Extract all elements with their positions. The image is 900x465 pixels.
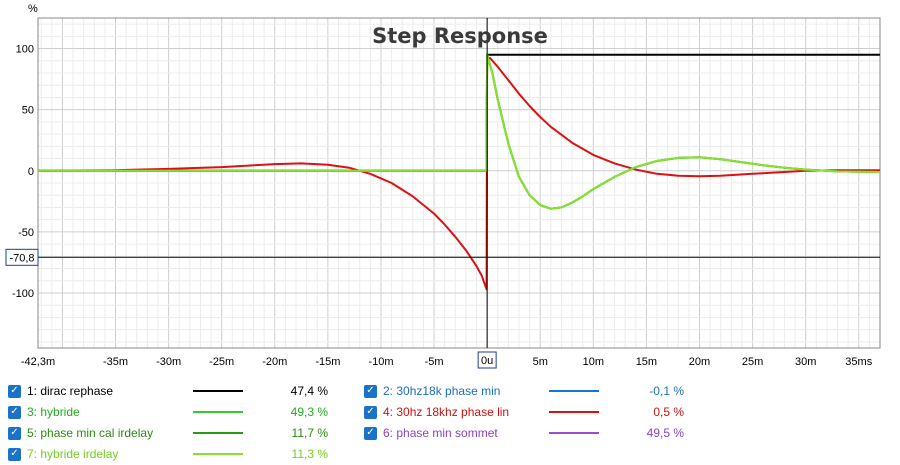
- legend-value: 49,5 %: [646, 426, 684, 440]
- x-tick-label: 30m: [795, 356, 816, 368]
- x-tick-label: 15m: [636, 356, 657, 368]
- y-unit-label: %: [28, 3, 38, 15]
- legend-swatch: [549, 432, 599, 434]
- chart-title: Step Response: [372, 24, 548, 48]
- checkbox-icon[interactable]: ✓: [8, 447, 21, 461]
- legend-item[interactable]: ✓ 6: phase min sommet: [364, 423, 498, 443]
- x-tick-label: -15m: [315, 356, 340, 368]
- legend-swatch: [193, 453, 243, 455]
- legend-label: 6: phase min sommet: [383, 426, 498, 440]
- x-tick-label: 35ms: [845, 356, 872, 368]
- legend-label: 1: dirac rephase: [27, 384, 114, 398]
- checkbox-icon[interactable]: ✓: [364, 384, 377, 398]
- legend-swatch: [549, 411, 599, 413]
- cursor-y-value: -70,8: [9, 252, 34, 264]
- legend-value: 11,3 %: [291, 447, 328, 461]
- x-tick-label: 10m: [583, 356, 604, 368]
- legend: ✓ 1: dirac rephase 47,4 % ✓ 2: 30hz18k phase…: [0, 378, 900, 465]
- cursor: -70,8 0u: [5, 18, 880, 369]
- y-tick-label: 50: [22, 105, 34, 117]
- x-tick-label: -25m: [209, 356, 234, 368]
- legend-item[interactable]: ✓ 4: 30hz 18khz phase lin: [364, 402, 509, 422]
- x-tick-label: -42,3m: [21, 356, 55, 368]
- legend-label: 7: hybride irdelay: [27, 447, 119, 461]
- legend-label: 3: hybride: [27, 405, 80, 419]
- x-tick-label: 20m: [689, 356, 710, 368]
- series-line-7: [38, 53, 881, 210]
- x-tick-label: -20m: [262, 356, 287, 368]
- legend-swatch: [193, 390, 243, 392]
- cursor-x-value: 0u: [481, 355, 493, 367]
- legend-item[interactable]: ✓ 7: hybride irdelay: [8, 444, 118, 464]
- checkbox-icon[interactable]: ✓: [364, 426, 377, 440]
- x-tick-label: -30m: [156, 356, 181, 368]
- legend-item[interactable]: ✓ 1: dirac rephase: [8, 381, 113, 401]
- cursor-y-readout: -70,8: [5, 248, 39, 266]
- legend-value: 49,3 %: [290, 405, 328, 419]
- checkbox-icon[interactable]: ✓: [8, 405, 21, 419]
- y-tick-label: 100: [16, 44, 34, 56]
- plot-frame: [37, 17, 881, 349]
- y-tick-label: -50: [18, 227, 34, 239]
- y-tick-label: -100: [12, 288, 34, 300]
- axes: [37, 17, 881, 349]
- y-tick-label: 0: [28, 166, 34, 178]
- legend-item[interactable]: ✓ 2: 30hz18k phase min: [364, 381, 500, 401]
- legend-swatch: [193, 411, 243, 413]
- cursor-x-readout: 0u: [477, 351, 497, 369]
- legend-value: 47,4 %: [290, 384, 328, 398]
- legend-value: -0,1 %: [649, 384, 684, 398]
- x-tick-label: 5m: [533, 356, 548, 368]
- checkbox-icon[interactable]: ✓: [364, 405, 377, 419]
- legend-item[interactable]: ✓ 3: hybride: [8, 402, 80, 422]
- legend-swatch: [549, 390, 599, 392]
- x-tick-label: 25m: [742, 356, 763, 368]
- legend-label: 2: 30hz18k phase min: [383, 384, 501, 398]
- checkbox-icon[interactable]: ✓: [8, 384, 21, 398]
- legend-item[interactable]: ✓ 5: phase min cal irdelay: [8, 423, 153, 443]
- step-response-chart: -42,3m -35m -30m -25m -20m -15m -10m -5m 5m 10m 15…: [5, 3, 881, 369]
- x-tick-label: -35m: [103, 356, 128, 368]
- series-line-4: [37, 56, 880, 291]
- legend-swatch: [193, 432, 243, 434]
- grid: [38, 18, 881, 348]
- tick-labels: -42,3m -35m -30m -25m -20m -15m -10m -5m 5m 10m 15…: [12, 44, 873, 368]
- x-tick-label: -10m: [368, 356, 393, 368]
- legend-value: 0,5 %: [653, 405, 684, 419]
- legend-label: 5: phase min cal irdelay: [27, 426, 154, 440]
- checkbox-icon[interactable]: ✓: [8, 426, 21, 440]
- legend-value: 11,7 %: [291, 426, 328, 440]
- legend-label: 4: 30hz 18khz phase lin: [383, 405, 510, 419]
- x-tick-label: -5m: [425, 356, 444, 368]
